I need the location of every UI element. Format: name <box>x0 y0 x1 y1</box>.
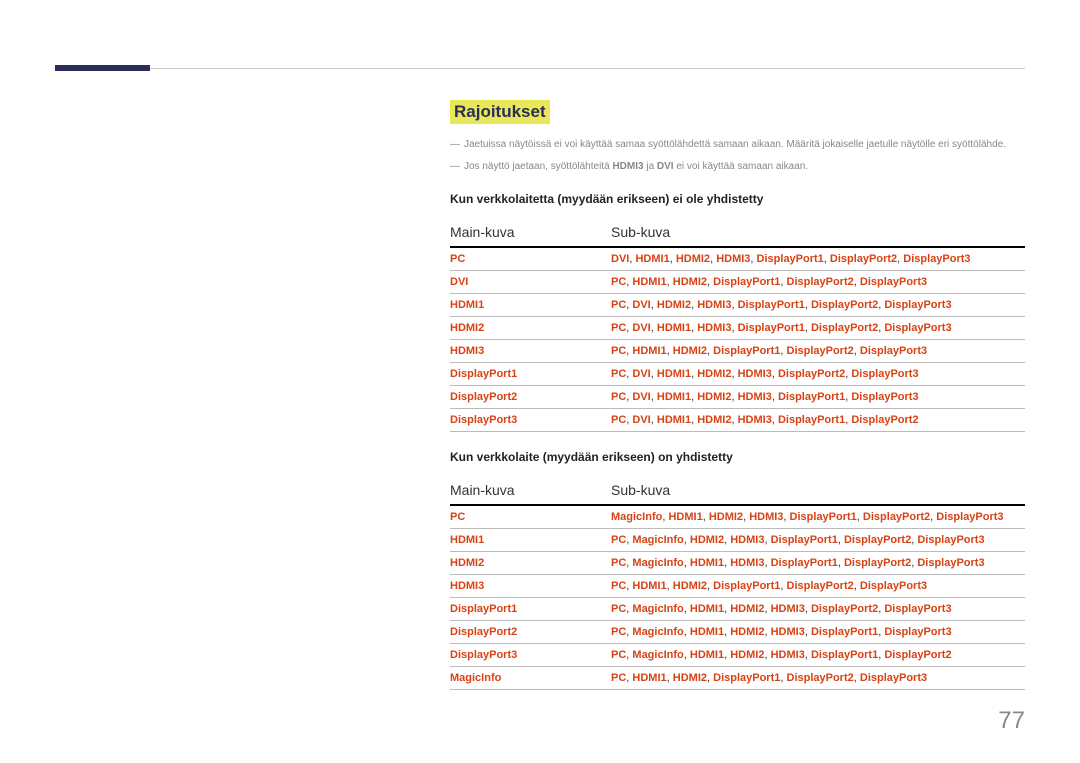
table1-sub: PC, DVI, HDMI1, HDMI2, HDMI3, DisplayPor… <box>611 363 1025 386</box>
table1-sub: PC, DVI, HDMI2, HDMI3, DisplayPort1, Dis… <box>611 294 1025 317</box>
table2-sub: PC, MagicInfo, HDMI1, HDMI2, HDMI3, Disp… <box>611 621 1025 644</box>
table1-main: HDMI2 <box>450 317 611 340</box>
table2-main: MagicInfo <box>450 667 611 690</box>
table2-main: HDMI2 <box>450 552 611 575</box>
table-row: DisplayPort2PC, MagicInfo, HDMI1, HDMI2,… <box>450 621 1025 644</box>
header-rule <box>55 68 1025 69</box>
page-content: Rajoitukset Jaetuissa näytöissä ei voi k… <box>450 100 1025 690</box>
table-1: Main-kuva Sub-kuva PCDVI, HDMI1, HDMI2, … <box>450 218 1025 432</box>
table2-col2: Sub-kuva <box>611 476 1025 505</box>
table1-main: DVI <box>450 271 611 294</box>
table2-sub: PC, MagicInfo, HDMI2, HDMI3, DisplayPort… <box>611 529 1025 552</box>
table1-main: PC <box>450 247 611 271</box>
table2-main: HDMI3 <box>450 575 611 598</box>
note-2-suffix: ei voi käyttää samaan aikaan. <box>674 161 809 172</box>
table-row: PCDVI, HDMI1, HDMI2, HDMI3, DisplayPort1… <box>450 247 1025 271</box>
table-row: HDMI2PC, DVI, HDMI1, HDMI3, DisplayPort1… <box>450 317 1025 340</box>
table1-main: DisplayPort3 <box>450 409 611 432</box>
table2-sub: PC, MagicInfo, HDMI1, HDMI2, HDMI3, Disp… <box>611 644 1025 667</box>
section-title: Rajoitukset <box>450 100 550 124</box>
note-2-prefix: Jos näyttö jaetaan, syöttölähteitä <box>464 161 612 172</box>
table-row: DisplayPort1PC, MagicInfo, HDMI1, HDMI2,… <box>450 598 1025 621</box>
table-2: Main-kuva Sub-kuva PCMagicInfo, HDMI1, H… <box>450 476 1025 690</box>
table2-sub: PC, MagicInfo, HDMI1, HDMI2, HDMI3, Disp… <box>611 598 1025 621</box>
note-2: Jos näyttö jaetaan, syöttölähteitä HDMI3… <box>450 160 1025 174</box>
table-row: DisplayPort2PC, DVI, HDMI1, HDMI2, HDMI3… <box>450 386 1025 409</box>
table-row: HDMI2PC, MagicInfo, HDMI1, HDMI3, Displa… <box>450 552 1025 575</box>
table2-heading: Kun verkkolaite (myydään erikseen) on yh… <box>450 450 1025 464</box>
header-accent <box>55 65 150 71</box>
table2-sub: PC, HDMI1, HDMI2, DisplayPort1, DisplayP… <box>611 667 1025 690</box>
table-row: DVIPC, HDMI1, HDMI2, DisplayPort1, Displ… <box>450 271 1025 294</box>
note-1-text: Jaetuissa näytöissä ei voi käyttää samaa… <box>464 139 1006 150</box>
table1-sub: PC, HDMI1, HDMI2, DisplayPort1, DisplayP… <box>611 271 1025 294</box>
table1-sub: PC, DVI, HDMI1, HDMI3, DisplayPort1, Dis… <box>611 317 1025 340</box>
table-row: MagicInfoPC, HDMI1, HDMI2, DisplayPort1,… <box>450 667 1025 690</box>
table-row: DisplayPort3PC, DVI, HDMI1, HDMI2, HDMI3… <box>450 409 1025 432</box>
table2-main: PC <box>450 505 611 529</box>
table2-sub: MagicInfo, HDMI1, HDMI2, HDMI3, DisplayP… <box>611 505 1025 529</box>
table-row: DisplayPort1PC, DVI, HDMI1, HDMI2, HDMI3… <box>450 363 1025 386</box>
note-2-kw2: DVI <box>657 161 674 172</box>
table1-main: HDMI1 <box>450 294 611 317</box>
table1-main: DisplayPort2 <box>450 386 611 409</box>
table1-sub: PC, DVI, HDMI1, HDMI2, HDMI3, DisplayPor… <box>611 409 1025 432</box>
table1-col1: Main-kuva <box>450 218 611 247</box>
table1-heading: Kun verkkolaitetta (myydään erikseen) ei… <box>450 192 1025 206</box>
table2-main: HDMI1 <box>450 529 611 552</box>
table2-col1: Main-kuva <box>450 476 611 505</box>
table1-col2: Sub-kuva <box>611 218 1025 247</box>
table1-main: HDMI3 <box>450 340 611 363</box>
page-number: 77 <box>998 707 1025 735</box>
table1-sub: PC, DVI, HDMI1, HDMI2, HDMI3, DisplayPor… <box>611 386 1025 409</box>
table2-main: DisplayPort1 <box>450 598 611 621</box>
table2-sub: PC, MagicInfo, HDMI1, HDMI3, DisplayPort… <box>611 552 1025 575</box>
table-row: HDMI3PC, HDMI1, HDMI2, DisplayPort1, Dis… <box>450 575 1025 598</box>
table1-main: DisplayPort1 <box>450 363 611 386</box>
note-2-kw1: HDMI3 <box>612 161 643 172</box>
table2-main: DisplayPort2 <box>450 621 611 644</box>
note-1: Jaetuissa näytöissä ei voi käyttää samaa… <box>450 138 1025 152</box>
table-row: DisplayPort3PC, MagicInfo, HDMI1, HDMI2,… <box>450 644 1025 667</box>
table-row: HDMI1PC, DVI, HDMI2, HDMI3, DisplayPort1… <box>450 294 1025 317</box>
table-row: HDMI1PC, MagicInfo, HDMI2, HDMI3, Displa… <box>450 529 1025 552</box>
table-row: PCMagicInfo, HDMI1, HDMI2, HDMI3, Displa… <box>450 505 1025 529</box>
note-2-mid: ja <box>644 161 657 172</box>
table2-main: DisplayPort3 <box>450 644 611 667</box>
table1-sub: DVI, HDMI1, HDMI2, HDMI3, DisplayPort1, … <box>611 247 1025 271</box>
table-row: HDMI3PC, HDMI1, HDMI2, DisplayPort1, Dis… <box>450 340 1025 363</box>
table2-sub: PC, HDMI1, HDMI2, DisplayPort1, DisplayP… <box>611 575 1025 598</box>
table1-sub: PC, HDMI1, HDMI2, DisplayPort1, DisplayP… <box>611 340 1025 363</box>
